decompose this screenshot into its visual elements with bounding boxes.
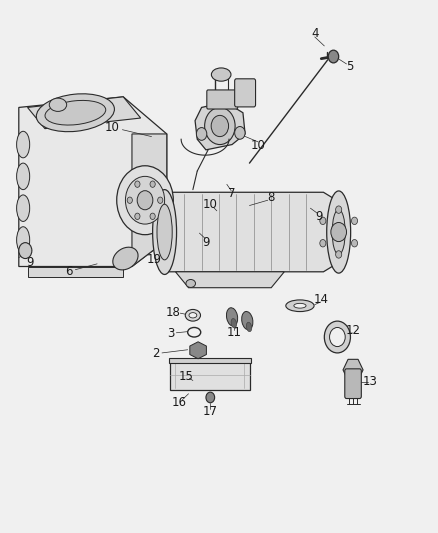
Ellipse shape	[205, 108, 235, 144]
Polygon shape	[28, 266, 123, 277]
Text: 2: 2	[152, 348, 160, 360]
Ellipse shape	[17, 163, 30, 190]
Text: 3: 3	[167, 327, 175, 340]
Ellipse shape	[189, 313, 197, 318]
Text: 6: 6	[65, 265, 73, 278]
Ellipse shape	[152, 190, 177, 274]
Ellipse shape	[17, 195, 30, 221]
Circle shape	[137, 191, 153, 210]
Ellipse shape	[49, 98, 67, 111]
Polygon shape	[19, 97, 167, 266]
Text: 8: 8	[268, 191, 275, 204]
Text: 18: 18	[166, 305, 181, 319]
Circle shape	[324, 321, 350, 353]
Text: 19: 19	[147, 253, 162, 266]
Polygon shape	[195, 102, 245, 150]
Ellipse shape	[294, 303, 306, 308]
Circle shape	[158, 197, 163, 204]
Ellipse shape	[45, 100, 106, 125]
Ellipse shape	[286, 300, 314, 312]
Ellipse shape	[226, 308, 238, 326]
Ellipse shape	[36, 94, 114, 132]
Ellipse shape	[186, 279, 195, 287]
Circle shape	[331, 222, 346, 241]
Circle shape	[196, 127, 207, 140]
Circle shape	[125, 176, 165, 224]
Circle shape	[336, 251, 342, 258]
Circle shape	[351, 239, 357, 247]
Polygon shape	[167, 192, 341, 272]
FancyBboxPatch shape	[235, 79, 255, 107]
Circle shape	[329, 327, 345, 346]
Circle shape	[336, 206, 342, 213]
Circle shape	[235, 126, 245, 139]
Text: 10: 10	[251, 139, 265, 152]
Ellipse shape	[211, 115, 229, 136]
Ellipse shape	[113, 247, 138, 270]
Text: 10: 10	[105, 121, 120, 134]
Circle shape	[351, 217, 357, 224]
Circle shape	[117, 166, 173, 235]
Circle shape	[135, 181, 140, 187]
Polygon shape	[170, 362, 251, 390]
Text: 7: 7	[228, 188, 236, 200]
Text: 14: 14	[314, 293, 329, 306]
Text: 11: 11	[227, 326, 242, 340]
Ellipse shape	[242, 311, 253, 330]
Polygon shape	[169, 358, 251, 363]
Ellipse shape	[185, 310, 201, 321]
Ellipse shape	[17, 131, 30, 158]
Ellipse shape	[157, 204, 172, 260]
FancyBboxPatch shape	[345, 369, 361, 399]
Ellipse shape	[212, 68, 231, 81]
Text: 4: 4	[311, 27, 318, 39]
Circle shape	[320, 217, 326, 224]
Ellipse shape	[246, 322, 252, 332]
Text: 9: 9	[202, 236, 210, 249]
Polygon shape	[28, 97, 141, 128]
Ellipse shape	[327, 191, 351, 273]
Polygon shape	[190, 342, 206, 359]
Text: 16: 16	[171, 395, 187, 409]
Text: 12: 12	[346, 324, 360, 337]
Text: 5: 5	[346, 60, 353, 72]
Ellipse shape	[332, 209, 345, 255]
Text: 9: 9	[26, 256, 33, 269]
Circle shape	[135, 213, 140, 220]
Polygon shape	[343, 359, 363, 381]
Text: 13: 13	[363, 375, 378, 388]
Ellipse shape	[17, 227, 30, 253]
Text: 17: 17	[203, 405, 218, 418]
Circle shape	[328, 50, 339, 63]
Ellipse shape	[231, 319, 237, 328]
Circle shape	[19, 243, 32, 259]
Circle shape	[150, 213, 155, 220]
Text: 10: 10	[203, 198, 218, 211]
Circle shape	[127, 197, 132, 204]
Text: 9: 9	[315, 209, 323, 223]
Polygon shape	[132, 134, 167, 266]
Circle shape	[150, 181, 155, 187]
Text: 15: 15	[179, 370, 194, 383]
Polygon shape	[176, 272, 284, 288]
FancyBboxPatch shape	[207, 90, 238, 109]
Circle shape	[320, 239, 326, 247]
Circle shape	[206, 392, 215, 403]
